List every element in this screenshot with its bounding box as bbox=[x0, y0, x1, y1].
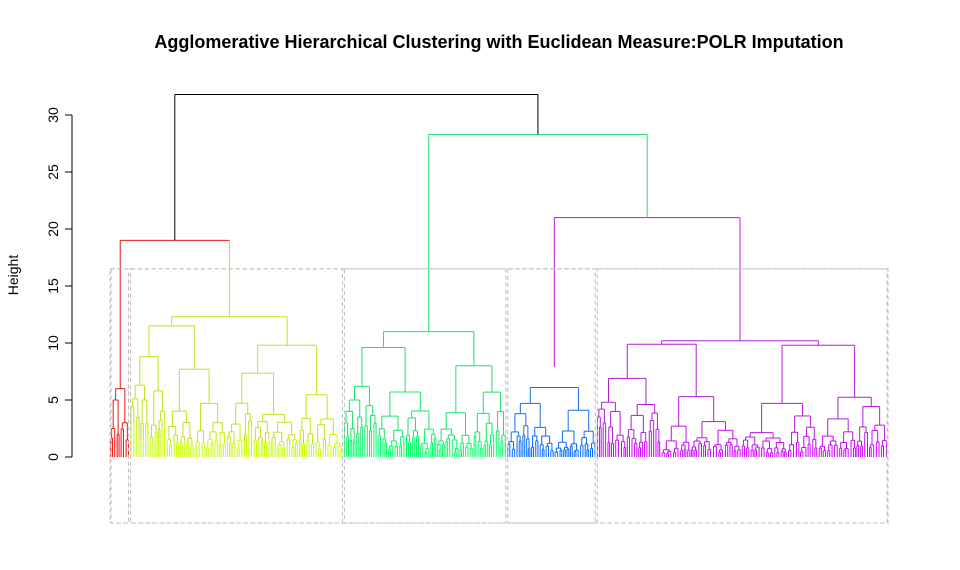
cluster-4-branches bbox=[507, 386, 596, 457]
y-tick-label: 20 bbox=[45, 221, 61, 237]
y-tick-label: 0 bbox=[45, 453, 61, 461]
cluster-3-branches bbox=[343, 267, 506, 457]
cluster-rectangles bbox=[109, 268, 889, 524]
cluster-1-branches bbox=[110, 388, 130, 457]
y-tick-label: 10 bbox=[45, 335, 61, 351]
dendrogram-tree bbox=[110, 93, 887, 457]
y-tick-label: 25 bbox=[45, 164, 61, 180]
cluster-5-branches bbox=[596, 271, 887, 457]
y-tick-label: 30 bbox=[45, 107, 61, 123]
y-tick-label: 5 bbox=[45, 396, 61, 404]
y-axis: 0 5 10 15 20 25 30 bbox=[45, 107, 73, 461]
y-axis-label: Height bbox=[5, 255, 21, 296]
cluster-rect-5 bbox=[596, 268, 888, 524]
cluster-rect-outer bbox=[109, 268, 889, 524]
chart-title: Agglomerative Hierarchical Clustering wi… bbox=[154, 32, 843, 52]
cluster-rect-3 bbox=[343, 268, 507, 524]
cluster-2-branches bbox=[130, 240, 343, 457]
cluster-rect-4 bbox=[507, 268, 596, 524]
top-merges bbox=[119, 93, 741, 389]
y-tick-label: 15 bbox=[45, 278, 61, 294]
